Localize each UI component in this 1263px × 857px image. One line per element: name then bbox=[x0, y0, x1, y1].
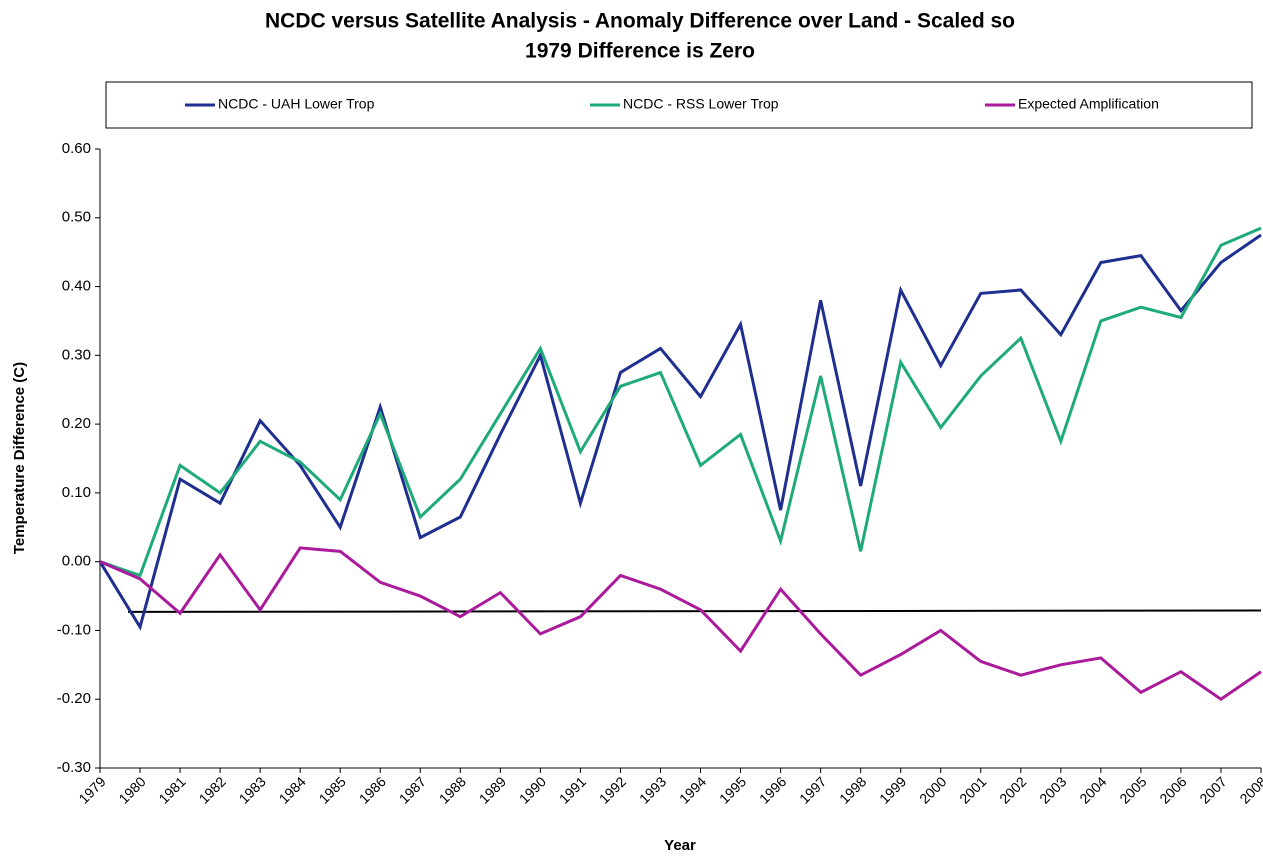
legend-label: NCDC - RSS Lower Trop bbox=[623, 96, 779, 112]
x-tick-label: 2001 bbox=[956, 773, 989, 806]
y-tick-label: 0.40 bbox=[62, 278, 91, 295]
x-axis-label: Year bbox=[664, 837, 696, 854]
x-tick-label: 1992 bbox=[596, 773, 629, 806]
x-tick-label: 2007 bbox=[1196, 773, 1229, 806]
x-tick-label: 1980 bbox=[115, 773, 148, 806]
x-tick-label: 1987 bbox=[396, 773, 429, 806]
y-tick-label: -0.10 bbox=[57, 621, 91, 638]
y-tick-label: 0.10 bbox=[62, 484, 91, 501]
x-tick-label: 2005 bbox=[1116, 773, 1149, 806]
x-tick-label: 1989 bbox=[476, 773, 509, 806]
x-tick-label: 1986 bbox=[356, 773, 389, 806]
y-tick-label: -0.30 bbox=[57, 759, 91, 776]
series-line bbox=[98, 233, 1262, 631]
x-tick-label: 1993 bbox=[636, 773, 669, 806]
x-tick-label: 1991 bbox=[556, 773, 589, 806]
x-tick-label: 2003 bbox=[1036, 773, 1069, 806]
x-tick-label: 1995 bbox=[716, 773, 749, 806]
x-tick-label: 1981 bbox=[155, 773, 188, 806]
legend-label: NCDC - UAH Lower Trop bbox=[218, 96, 375, 112]
x-tick-label: 1994 bbox=[676, 773, 709, 806]
chart-title: NCDC versus Satellite Analysis - Anomaly… bbox=[265, 10, 1015, 33]
x-tick-label: 1988 bbox=[436, 773, 469, 806]
y-tick-label: -0.20 bbox=[57, 690, 91, 707]
x-tick-label: 2004 bbox=[1076, 773, 1109, 806]
x-tick-label: 2006 bbox=[1156, 773, 1189, 806]
x-tick-label: 1979 bbox=[75, 773, 108, 806]
x-tick-label: 1990 bbox=[516, 773, 549, 806]
x-tick-label: 1996 bbox=[756, 773, 789, 806]
y-tick-label: 0.20 bbox=[62, 415, 91, 432]
x-tick-label: 1985 bbox=[316, 773, 349, 806]
series-line bbox=[99, 546, 1262, 702]
y-tick-label: 0.00 bbox=[62, 553, 91, 570]
x-tick-label: 1997 bbox=[796, 773, 829, 806]
reference-line bbox=[128, 609, 1262, 613]
x-tick-label: 2008 bbox=[1236, 773, 1263, 806]
y-tick-label: 0.60 bbox=[62, 140, 91, 157]
y-tick-label: 0.30 bbox=[62, 346, 91, 363]
x-tick-label: 1998 bbox=[836, 773, 869, 806]
x-tick-label: 1999 bbox=[876, 773, 909, 806]
x-tick-label: 2000 bbox=[916, 773, 949, 806]
x-tick-label: 2002 bbox=[996, 773, 1029, 806]
chart-title: 1979 Difference is Zero bbox=[525, 40, 755, 63]
y-tick-label: 0.50 bbox=[62, 209, 91, 226]
x-tick-label: 1984 bbox=[276, 773, 309, 806]
series-line bbox=[99, 226, 1262, 578]
legend-box bbox=[105, 81, 1253, 129]
legend-label: Expected Amplification bbox=[1018, 96, 1159, 112]
x-tick-label: 1983 bbox=[236, 773, 269, 806]
y-axis-label: Temperature Difference (C) bbox=[11, 362, 28, 554]
x-tick-label: 1982 bbox=[195, 773, 228, 806]
